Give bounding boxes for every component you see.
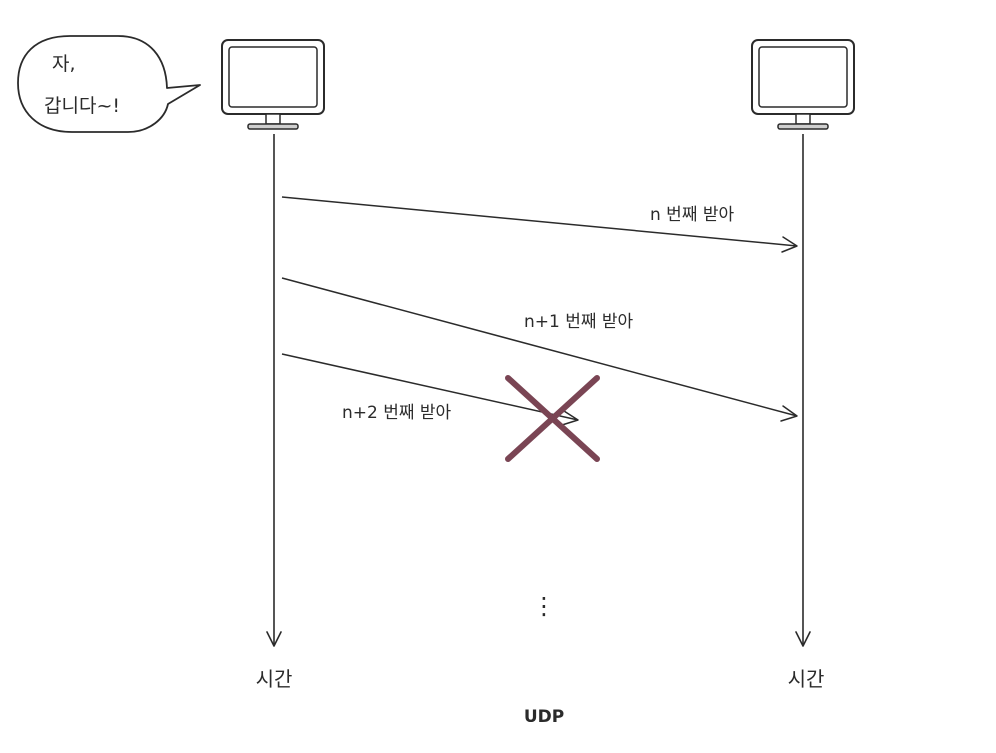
message-arrow-1: n 번째 받아 (281, 196, 798, 253)
receiver-timeline: 시간 (788, 134, 825, 691)
receiver-time-label: 시간 (788, 667, 825, 691)
speech-bubble: 자, 갑니다~! (17, 35, 201, 133)
sender-time-label: 시간 (256, 667, 293, 691)
message-label-2: n+1 번째 받아 (524, 312, 634, 332)
speech-bubble-line2: 갑니다~! (44, 95, 120, 117)
diagram-caption: UDP (524, 707, 564, 727)
message-label-3: n+2 번째 받아 (342, 403, 452, 423)
sender-monitor-icon (221, 39, 325, 130)
message-arrow-3: n+2 번째 받아 (281, 353, 579, 426)
speech-bubble-line1: 자, (52, 53, 76, 75)
x-cross-icon (505, 375, 600, 462)
message-arrow-2: n+1 번째 받아 (281, 277, 798, 422)
sender-timeline: 시간 (256, 134, 293, 691)
receiver-monitor-icon (751, 39, 855, 130)
continuation-ellipsis: ⋮ (532, 592, 556, 620)
message-label-1: n 번째 받아 (650, 205, 735, 225)
